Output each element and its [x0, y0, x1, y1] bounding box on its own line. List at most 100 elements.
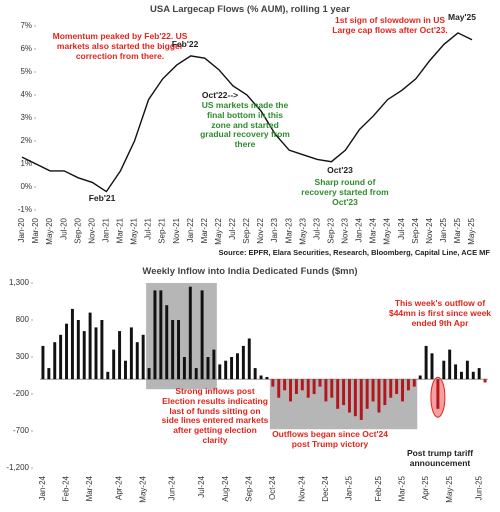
bar	[41, 345, 45, 380]
x-tick-label: Sep-21	[158, 217, 167, 243]
annotation: Post trump tariff announcement	[406, 448, 474, 468]
highlight-box	[146, 283, 217, 390]
bar	[477, 368, 481, 380]
bar	[135, 342, 139, 380]
bar	[359, 379, 363, 420]
bar	[324, 379, 328, 402]
x-tick-label: Jul-21	[144, 217, 153, 239]
bar	[460, 371, 463, 380]
x-tick-label: Jun-24	[168, 475, 177, 500]
x-tick-label: Jul-20	[59, 217, 68, 239]
bar	[318, 379, 322, 387]
bar	[141, 334, 145, 380]
bar	[200, 290, 204, 380]
y-tick-label: 800	[16, 315, 30, 324]
bar	[118, 331, 122, 380]
x-tick-label: Jan-24	[38, 475, 47, 500]
x-tick-label: Apr-24	[115, 475, 124, 500]
x-tick-label: Mar-20	[31, 217, 40, 243]
x-tick-label: Mar-23	[284, 217, 293, 243]
annotation: 1st sign of slowdown in US Large cap flo…	[332, 15, 448, 35]
bar	[70, 308, 74, 380]
x-tick-label: Apr-25	[421, 475, 430, 500]
bar	[336, 379, 340, 409]
bar	[147, 368, 151, 380]
bar	[442, 360, 446, 380]
x-tick-label: Sep-20	[73, 217, 82, 243]
y-tick-label: 5%	[20, 67, 32, 76]
x-tick-label: Feb-24	[62, 475, 71, 501]
x-tick-label: May-20	[45, 217, 54, 244]
x-tick-label: Dec-24	[321, 475, 330, 501]
bar	[271, 379, 275, 387]
x-tick-label: May-25	[467, 217, 476, 244]
bar	[218, 364, 222, 380]
bar	[395, 379, 399, 394]
x-tick-label: Jan-21	[101, 217, 110, 242]
bar	[330, 379, 334, 398]
bar	[159, 290, 163, 380]
chart-title: USA Largecap Flows (% AUM), rolling 1 ye…	[150, 4, 350, 15]
bar	[289, 379, 292, 402]
x-tick-label: Nov-20	[87, 217, 96, 243]
bar	[454, 364, 458, 380]
bar	[265, 376, 269, 380]
y-tick-label: -700	[13, 426, 30, 435]
bar	[277, 379, 281, 398]
bar	[430, 353, 434, 380]
x-tick-label: May-21	[130, 217, 139, 244]
x-tick-label: May-23	[298, 217, 307, 244]
bar	[465, 360, 469, 380]
bar	[182, 357, 186, 380]
x-tick-label: Sep-22	[242, 217, 251, 243]
bar	[194, 368, 198, 380]
bar	[306, 379, 310, 398]
bar	[247, 338, 251, 380]
annotation: Feb'21	[88, 193, 116, 203]
bar	[165, 305, 169, 380]
bar	[76, 320, 80, 380]
bar	[124, 360, 127, 380]
bar	[283, 379, 287, 391]
bar	[224, 360, 228, 380]
bar	[241, 345, 245, 380]
bar	[294, 379, 298, 394]
y-tick-label: -200	[13, 389, 30, 398]
bar	[212, 349, 216, 380]
x-tick-label: Mar-22	[200, 217, 209, 243]
annotation: Oct'23	[327, 165, 353, 175]
bar	[47, 368, 51, 380]
bar	[59, 334, 63, 380]
annotation: Momentum peaked by Feb'22. US markets al…	[52, 31, 188, 61]
x-tick-label: Mar-25	[453, 217, 462, 243]
bar	[300, 379, 304, 391]
y-tick-label: 4%	[20, 90, 32, 99]
annotation: Outflows began since Oct'24 post Trump v…	[272, 429, 388, 449]
annotation: This week's outflow of $44mn is first si…	[388, 298, 492, 328]
x-tick-label: Jul-23	[312, 217, 321, 239]
x-tick-label: Jan-22	[186, 217, 195, 242]
bar	[401, 379, 404, 402]
bar	[53, 342, 57, 380]
y-tick-label: 1%	[20, 159, 32, 168]
x-tick-label: Nov-24	[425, 217, 434, 243]
y-tick-label: 1,300	[9, 278, 30, 287]
bar	[129, 327, 133, 380]
bar	[371, 379, 375, 402]
bar	[230, 357, 234, 380]
annotation: Sharp round of recovery started from Oct…	[301, 177, 389, 207]
source: Source: EPFR, Elara Securities, Research…	[218, 248, 490, 257]
bar	[206, 357, 210, 380]
x-tick-label: Nov-23	[341, 217, 350, 243]
bar	[82, 331, 86, 380]
y-tick-label: 0%	[20, 182, 32, 191]
bar	[259, 375, 263, 380]
bar	[312, 379, 316, 394]
bar	[436, 379, 440, 409]
bar	[412, 379, 416, 387]
bar	[483, 379, 487, 383]
bar	[471, 371, 475, 380]
chart-title: Weekly Inflow into India Dedicated Funds…	[142, 266, 358, 277]
y-tick-label: -1%	[18, 205, 32, 214]
